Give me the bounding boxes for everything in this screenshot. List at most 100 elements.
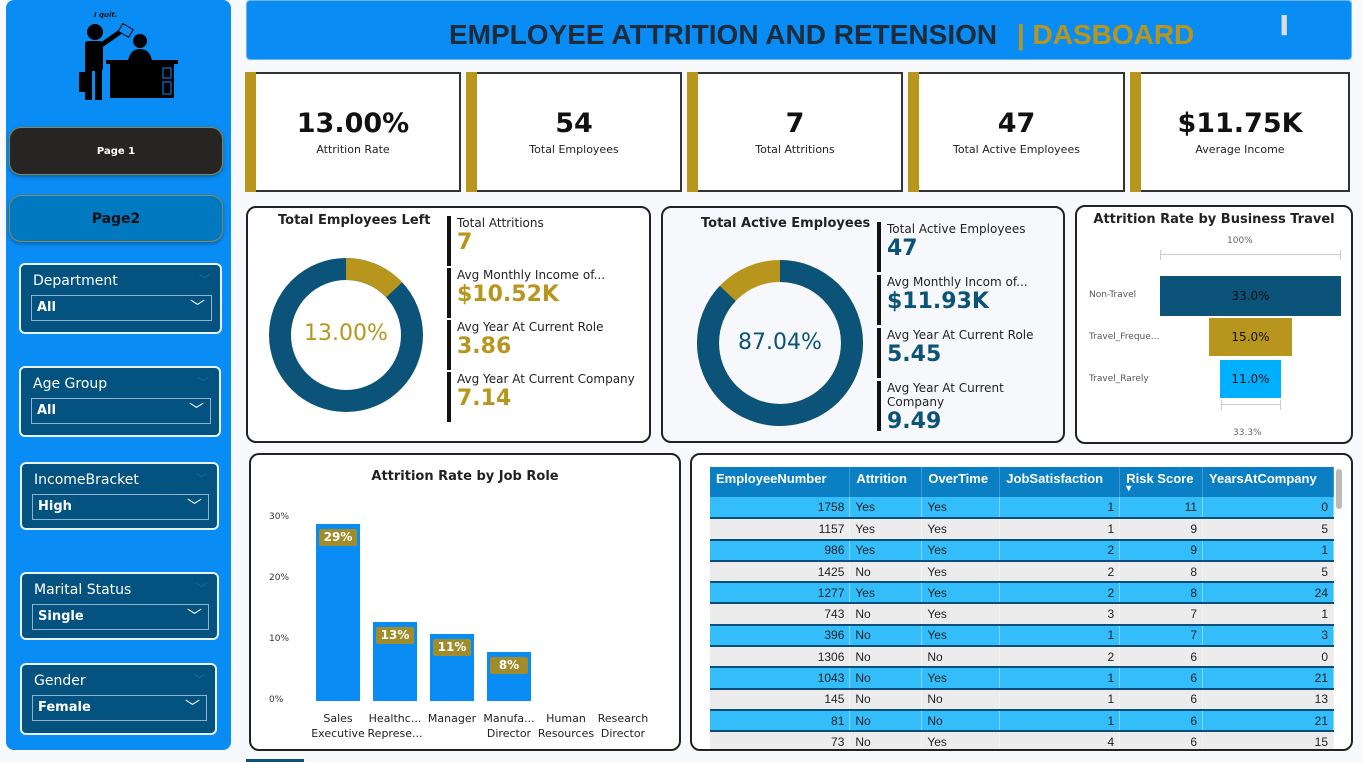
table-row[interactable]: 1306 No No 2 6 0 <box>710 646 1334 669</box>
income-bracket-select[interactable]: High ﹀ <box>32 494 209 520</box>
bar-data-label: 8% <box>490 657 528 675</box>
donut-value-arc <box>697 260 863 426</box>
svg-text:I quit.: I quit. <box>94 11 117 19</box>
kpi-value: 13.00% <box>296 108 410 139</box>
table-cell: 3 <box>999 603 1121 626</box>
table-row[interactable]: 396 No Yes 1 7 3 <box>710 624 1334 648</box>
bar[interactable] <box>316 524 360 701</box>
collapse-chevron-icon[interactable]: ﹀ <box>196 472 207 485</box>
table-cell: 73 <box>710 731 851 749</box>
panel-title: Total Employees Left <box>278 213 431 228</box>
column-header-label: JobSatisfaction <box>1006 471 1104 486</box>
funnel-bar[interactable]: 33.0% <box>1160 276 1341 316</box>
department-select[interactable]: All ﹀ <box>31 295 212 321</box>
page-1-button[interactable]: Page 1 <box>9 127 223 175</box>
table-cell: No <box>921 646 1001 669</box>
column-header[interactable]: OverTime <box>921 467 1001 497</box>
stat-item: Total Attritions 7 <box>447 216 544 266</box>
age-group-select[interactable]: All ﹀ <box>31 398 211 424</box>
table-cell: 6 <box>1119 646 1204 669</box>
x-tick-label: Resources <box>537 727 595 740</box>
table-cell: 1 <box>1202 539 1334 562</box>
x-tick-label: Manager <box>427 712 477 725</box>
filter-marital-status[interactable]: Marital Status ﹀ Single ﹀ <box>20 572 219 640</box>
table-row[interactable]: 73 No Yes 4 6 15 <box>710 731 1334 749</box>
x-tick-label: Manufa... <box>483 712 535 725</box>
active-employees-panel: Total Active Employees 87.04% Total Acti… <box>661 206 1065 443</box>
table-cell: 145 <box>710 688 851 711</box>
chart-title: Attrition Rate by Job Role <box>371 469 559 484</box>
column-header-label: OverTime <box>928 471 989 486</box>
column-header-label: Risk Score <box>1126 471 1194 486</box>
kpi-value: 54 <box>555 108 593 139</box>
funnel-bar[interactable]: 11.0% <box>1220 360 1281 398</box>
funnel-bar[interactable]: 15.0% <box>1209 318 1292 356</box>
funnel-category-label: Travel_Freque... <box>1089 332 1160 342</box>
table-cell: Yes <box>849 497 923 520</box>
filter-label: Gender <box>34 673 86 689</box>
column-header[interactable]: EmployeeNumber <box>710 467 851 497</box>
stat-value: 5.45 <box>887 342 942 367</box>
table-cell: Yes <box>921 582 1001 605</box>
table-row[interactable]: 1425 No Yes 2 8 5 <box>710 560 1334 584</box>
table-row[interactable]: 1758 Yes Yes 1 11 0 <box>710 497 1334 520</box>
table-cell: No <box>921 709 1001 733</box>
collapse-chevron-icon[interactable]: ﹀ <box>198 376 209 389</box>
table-row[interactable]: 1157 Yes Yes 1 9 5 <box>710 518 1334 541</box>
y-tick-label: 10% <box>269 634 290 644</box>
table-cell: 1157 <box>710 518 851 541</box>
filter-label: Age Group <box>33 376 108 392</box>
x-tick-label: Sales <box>323 712 353 725</box>
table-cell: 8 <box>1119 560 1204 584</box>
chevron-down-icon: ﹀ <box>186 607 202 625</box>
gender-select[interactable]: Female ﹀ <box>32 695 207 721</box>
table-row[interactable]: 1277 Yes Yes 2 8 24 <box>710 582 1334 605</box>
table-row[interactable]: 145 No No 1 6 13 <box>710 688 1334 711</box>
marital-status-select[interactable]: Single ﹀ <box>32 604 209 630</box>
stat-value: 3.86 <box>457 334 512 359</box>
attrition-donut-chart <box>269 258 423 412</box>
table-cell: No <box>921 688 1001 711</box>
business-travel-panel: Attrition Rate by Business Travel 100% N… <box>1075 205 1353 444</box>
column-header[interactable]: JobSatisfaction <box>999 467 1121 497</box>
table-row[interactable]: 81 No No 1 6 21 <box>710 709 1334 733</box>
text-cursor: I <box>1279 9 1290 42</box>
table-cell: 9 <box>1119 518 1204 541</box>
x-tick-label: Human <box>546 712 586 725</box>
filter-age-group[interactable]: Age Group ﹀ All ﹀ <box>19 366 221 437</box>
y-tick-label: 0% <box>269 695 284 705</box>
table-cell: No <box>849 709 923 733</box>
stat-value: $11.93K <box>887 289 989 314</box>
kpi-label: Total Attritions <box>755 143 835 156</box>
select-value: Single <box>38 609 84 624</box>
kpi-label: Total Employees <box>529 143 619 156</box>
page-2-button[interactable]: Page2 <box>9 195 223 242</box>
table-row[interactable]: 986 Yes Yes 2 9 1 <box>710 539 1334 562</box>
column-header[interactable]: YearsAtCompany <box>1202 467 1334 497</box>
table-cell: 7 <box>1119 624 1204 648</box>
filter-gender[interactable]: Gender ﹀ Female ﹀ <box>20 663 217 735</box>
funnel-category-label: Travel_Rarely <box>1089 374 1149 384</box>
column-header[interactable]: Risk Score ▾ <box>1119 467 1204 497</box>
chevron-down-icon: ﹀ <box>189 298 205 316</box>
column-header[interactable]: Attrition <box>849 467 923 497</box>
x-tick-label: Executive <box>311 727 365 740</box>
table-cell: 2 <box>999 646 1121 669</box>
table-cell: Yes <box>849 539 923 562</box>
filter-department[interactable]: Department ﹀ All ﹀ <box>19 263 222 334</box>
kpi-total-active-employees: 47 Total Active Employees <box>908 72 1125 192</box>
table-row[interactable]: 1043 No Yes 1 6 21 <box>710 667 1334 690</box>
table-cell: 81 <box>710 709 851 733</box>
table-scrollbar[interactable] <box>1336 469 1342 509</box>
table-cell: 3 <box>1202 624 1334 648</box>
collapse-chevron-icon[interactable]: ﹀ <box>196 582 207 595</box>
table-row[interactable]: 743 No Yes 3 7 1 <box>710 603 1334 626</box>
collapse-chevron-icon[interactable]: ﹀ <box>199 273 210 286</box>
collapse-chevron-icon[interactable]: ﹀ <box>194 673 205 686</box>
stat-item: Avg Monthly Incom of... $11.93K <box>877 275 1028 325</box>
filter-income-bracket[interactable]: IncomeBracket ﹀ High ﹀ <box>20 462 219 530</box>
table-cell: No <box>849 731 923 749</box>
table-cell: Yes <box>921 624 1001 648</box>
sort-descending-icon[interactable]: ▾ <box>1126 483 1132 494</box>
table-cell: 24 <box>1202 582 1334 605</box>
